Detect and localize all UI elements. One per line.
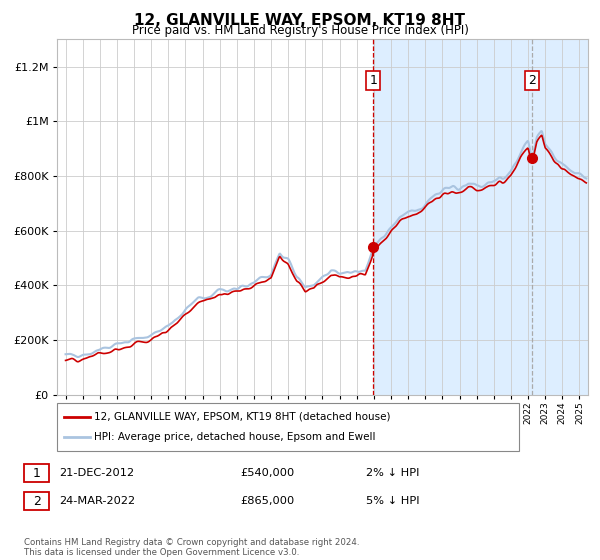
Text: 1: 1 [370, 74, 377, 87]
Text: 12, GLANVILLE WAY, EPSOM, KT19 8HT: 12, GLANVILLE WAY, EPSOM, KT19 8HT [134, 13, 466, 29]
Text: Price paid vs. HM Land Registry's House Price Index (HPI): Price paid vs. HM Land Registry's House … [131, 24, 469, 37]
Text: £865,000: £865,000 [240, 496, 294, 506]
Text: 2: 2 [528, 74, 536, 87]
Text: £540,000: £540,000 [240, 468, 294, 478]
Text: 1: 1 [32, 466, 41, 480]
Bar [373, 39, 588, 395]
Text: 2% ↓ HPI: 2% ↓ HPI [366, 468, 419, 478]
Text: 12, GLANVILLE WAY, EPSOM, KT19 8HT (detached house): 12, GLANVILLE WAY, EPSOM, KT19 8HT (deta… [94, 412, 391, 422]
Text: 24-MAR-2022: 24-MAR-2022 [59, 496, 135, 506]
Text: HPI: Average price, detached house, Epsom and Ewell: HPI: Average price, detached house, Epso… [94, 432, 376, 442]
Text: 2: 2 [32, 494, 41, 508]
Text: 21-DEC-2012: 21-DEC-2012 [59, 468, 134, 478]
Text: Contains HM Land Registry data © Crown copyright and database right 2024.
This d: Contains HM Land Registry data © Crown c… [24, 538, 359, 557]
Text: 5% ↓ HPI: 5% ↓ HPI [366, 496, 419, 506]
